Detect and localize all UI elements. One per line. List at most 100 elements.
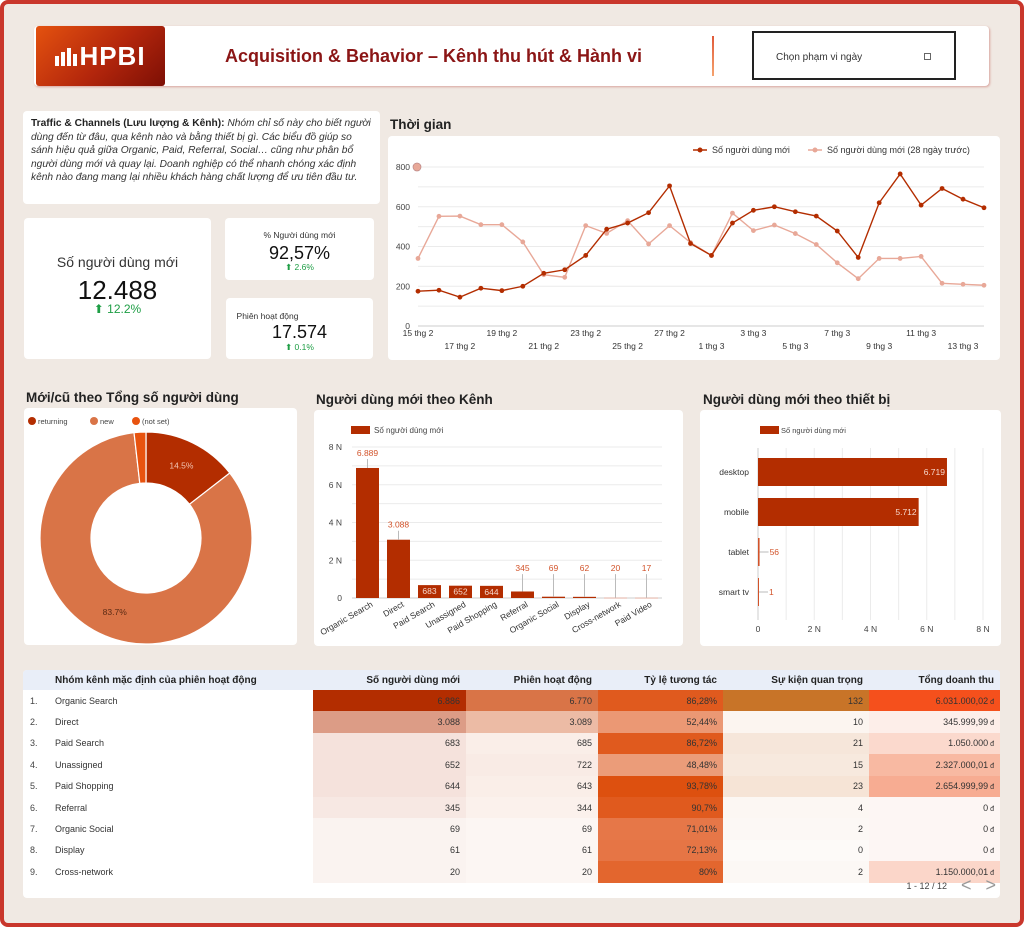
data-point — [646, 241, 651, 247]
channel-name-cell: Paid Shopping — [55, 781, 114, 792]
x-tick-label: 27 thg 2 — [654, 328, 685, 338]
col-header-channel-group[interactable]: Nhóm kênh mặc định của phiên hoạt động — [45, 670, 313, 690]
data-point — [855, 276, 861, 282]
page-title: Acquisition & Behavior – Kênh thu hút & … — [225, 46, 643, 66]
bar-value-label: 652 — [453, 587, 467, 597]
data-point — [897, 171, 903, 177]
data-point — [918, 254, 924, 259]
y-tick-label: 600 — [396, 202, 410, 212]
table-row[interactable]: 3. Paid Search 683 685 86,72% 21 1.050.000 — [23, 732, 1000, 755]
channel-name-cell: Organic Social — [55, 824, 114, 835]
legend-label: Số người dùng mới — [712, 145, 790, 155]
description-heading: Traffic & Channels (Lưu lượng & Kênh): — [31, 118, 225, 129]
channel-table: Nhóm kênh mặc định của phiên hoạt động S… — [23, 670, 1000, 898]
new-users-cell: 683 — [313, 732, 466, 755]
logo-bars-icon — [55, 46, 78, 66]
bar — [511, 591, 534, 598]
table-row[interactable]: 9. Cross-network 20 20 80% 2 1.150.000,01 — [23, 861, 1000, 883]
data-point — [583, 223, 589, 229]
next-page-button[interactable]: > — [985, 875, 996, 895]
table-row[interactable]: 6. Referral 345 344 90,7% 4 0 — [23, 796, 1000, 819]
legend-marker — [28, 417, 36, 425]
x-tick-label: 11 thg 3 — [906, 328, 936, 338]
sessions-cell: 3.089 — [466, 711, 598, 733]
key-events-cell: 2 — [723, 818, 869, 840]
data-point — [415, 256, 421, 261]
data-point — [688, 241, 693, 246]
data-point — [457, 213, 463, 219]
new-users-cell: 345 — [313, 796, 466, 819]
bar — [480, 585, 503, 598]
channel-chart-title: Người dùng mới theo Kênh — [316, 392, 493, 407]
kpi-value: 92,57% — [268, 243, 331, 263]
col-header-sessions[interactable]: Phiên hoạt động — [466, 670, 598, 690]
table-row[interactable]: 5. Paid Shopping 644 643 93,78% 23 2.654.999,9… — [23, 775, 1000, 797]
device-chart-title: Người dùng mới theo thiết bị — [703, 392, 891, 407]
y-tick-label: tablet — [728, 547, 749, 557]
x-tick-label: 15 thg 2 — [403, 328, 434, 338]
data-point — [813, 213, 819, 219]
x-tick-label: 13 thg 3 — [948, 341, 979, 351]
key-events-cell: 21 — [723, 732, 869, 755]
revenue-cell: 0 — [869, 818, 1000, 840]
bar-value-label: 20 — [611, 563, 621, 573]
x-tick-label: 5 thg 3 — [782, 341, 808, 351]
row-index: 4. — [30, 759, 38, 770]
table-row[interactable]: 8. Display 61 61 72,13% 0 0 — [23, 839, 1000, 862]
kpi-delta: ⬆ 2.6% — [285, 262, 314, 272]
x-tick-label: 2 N — [808, 624, 821, 634]
engagement-cell: 52,44% — [598, 711, 723, 733]
bar-value-label: 3.088 — [388, 520, 410, 530]
col-header-key-events[interactable]: Sự kiện quan trọng — [723, 670, 869, 690]
y-tick-label: 4 N — [329, 518, 342, 528]
x-tick-label: 0 — [756, 624, 761, 634]
data-point — [667, 183, 672, 189]
data-point — [520, 283, 526, 289]
bar-value-label: 644 — [484, 587, 498, 597]
calendar-icon — [924, 53, 931, 60]
engagement-cell: 86,28% — [598, 690, 723, 712]
data-point — [604, 226, 610, 232]
date-range-picker[interactable]: Chọn phạm vi ngày — [752, 31, 956, 80]
data-point — [436, 287, 442, 293]
device-chart-card: 0 2 N 4 N 6 N 8 N Số người dùng mới desktop 6.7… — [700, 410, 1001, 646]
col-header-new-users[interactable]: Số người dùng mới — [313, 670, 466, 690]
data-point — [499, 288, 505, 294]
sessions-cell: 69 — [466, 818, 598, 840]
legend-label: new — [100, 417, 114, 426]
data-point — [751, 228, 756, 233]
new-users-cell: 69 — [313, 818, 466, 840]
donut-slice-notset — [133, 431, 147, 485]
legend-marker — [697, 147, 703, 153]
key-events-cell: 4 — [723, 796, 869, 819]
data-point — [730, 220, 735, 226]
data-point — [897, 256, 903, 261]
donut-slice-new — [39, 432, 253, 645]
prev-page-button[interactable]: < — [960, 875, 972, 895]
pagination-text: 1 - 12 / 12 — [906, 880, 947, 891]
x-tick-label: 25 thg 2 — [612, 341, 643, 351]
table-pagination: 1 - 12 / 12 < > — [906, 875, 996, 896]
x-tick-label: Organic Search — [318, 599, 374, 637]
legend-marker — [812, 147, 818, 153]
legend-label: Số người dùng mới (28 ngày trước) — [827, 145, 970, 155]
table-row[interactable]: 1. Organic Search 6.886 6.770 86,28% 132 6.031… — [23, 690, 1000, 712]
table-row[interactable]: 7. Organic Social 69 69 71,01% 2 0 — [23, 818, 1000, 840]
kpi-label: Số người dùng mới — [56, 254, 179, 270]
logo: HPBI — [36, 26, 165, 86]
y-tick-label: smart tv — [719, 587, 750, 597]
data-point — [478, 222, 484, 228]
table-row[interactable]: 2. Direct 3.088 3.089 52,44% 10 345.999,99 — [23, 711, 1000, 733]
data-point — [730, 210, 735, 216]
y-tick-label: 400 — [396, 242, 410, 252]
col-header-revenue[interactable]: Tổng doanh thu — [869, 670, 1000, 690]
donut-chart-card: 14.5% 83.7% returning new (not set) — [24, 408, 297, 645]
data-point — [751, 207, 756, 213]
row-index: 1. — [30, 695, 38, 706]
key-events-cell: 10 — [723, 711, 869, 733]
y-tick-label: 6 N — [329, 480, 342, 490]
sessions-cell: 685 — [466, 732, 598, 755]
table-row[interactable]: 4. Unassigned 652 722 48,48% 15 2.327.000,01 — [23, 754, 1000, 776]
col-header-engagement-rate[interactable]: Tỷ lệ tương tác — [598, 670, 723, 690]
bar-value-label: 345 — [515, 563, 529, 573]
